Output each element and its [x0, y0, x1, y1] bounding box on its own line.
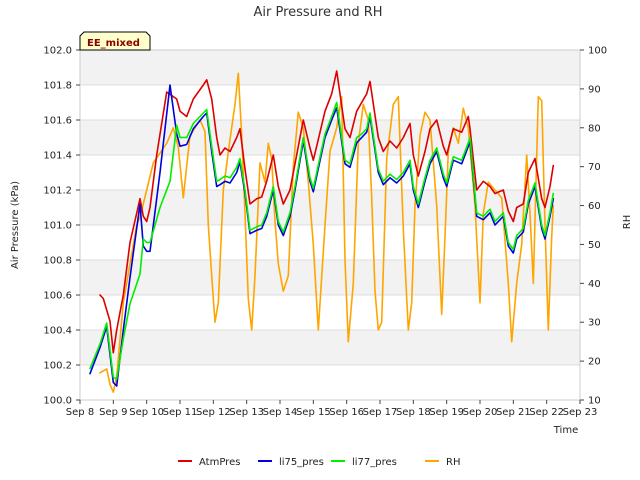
y-axis-right: 10 20 30 40 50 60 70 80 90 100: [580, 46, 607, 407]
legend: AtmPres li75_pres li77_pres RH: [178, 457, 460, 468]
y-tick-label: 101.4: [43, 151, 72, 162]
x-tick-label: Sep 9: [99, 407, 127, 418]
plot-band: [80, 330, 580, 365]
x-tick-label: Sep 21: [496, 407, 531, 418]
y-tick-label: 100.6: [43, 291, 72, 302]
y-tick-label: 101.2: [43, 186, 72, 197]
y2-tick-label: 50: [588, 240, 601, 251]
y2-axis-label: RH: [622, 215, 633, 229]
y2-tick-label: 60: [588, 201, 601, 212]
series-line-li77_pres: [89, 101, 555, 380]
y-tick-label: 102.0: [43, 46, 72, 57]
x-tick-label: Sep 17: [363, 407, 398, 418]
badge-box: [79, 31, 151, 51]
y2-tick-label: 70: [588, 162, 601, 173]
y-tick-label: 101.0: [43, 221, 72, 232]
x-axis-label: Time: [553, 425, 578, 436]
y2-tick-label: 80: [588, 123, 601, 134]
plot-band: [80, 260, 580, 295]
x-tick-label: Sep 12: [196, 407, 231, 418]
x-tick-label: Sep 14: [263, 407, 298, 418]
y2-tick-label: 40: [588, 279, 601, 290]
y2-tick-label: 20: [588, 357, 601, 368]
y-tick-label: 100.0: [43, 396, 72, 407]
y-tick-label: 100.4: [43, 326, 72, 337]
x-tick-label: Sep 18: [396, 407, 431, 418]
legend-label-li75_pres: li75_pres: [279, 457, 324, 468]
x-tick-label: Sep 15: [296, 407, 331, 418]
chart-title: Air Pressure and RH: [253, 5, 382, 20]
legend-label-atmpres: AtmPres: [199, 457, 240, 468]
badge-text: EE_mixed: [87, 38, 140, 49]
x-tick-label: Sep 16: [329, 407, 364, 418]
y-axis-label: Air Pressure (kPa): [10, 181, 21, 269]
x-tick-label: Sep 11: [163, 407, 198, 418]
x-tick-label: Sep 20: [463, 407, 498, 418]
x-tick-label: Sep 8: [66, 407, 94, 418]
y2-tick-label: 100: [588, 46, 607, 57]
y-tick-label: 100.2: [43, 361, 72, 372]
y2-tick-label: 10: [588, 396, 601, 407]
x-tick-label: Sep 19: [429, 407, 464, 418]
series-layer: [89, 70, 555, 394]
y-tick-label: 100.8: [43, 256, 72, 267]
y-axis-left: 100.0 100.2 100.4 100.6 100.8 101.0 101.2 101.4…: [43, 46, 80, 407]
y2-tick-label: 90: [588, 84, 601, 95]
y-tick-label: 101.6: [43, 116, 72, 127]
mixed-badge: EE_mixed: [79, 31, 151, 51]
legend-label-li77_pres: li77_pres: [352, 457, 397, 468]
y-tick-label: 101.8: [43, 81, 72, 92]
series-line-atmpres: [99, 70, 555, 354]
y2-tick-label: 30: [588, 318, 601, 329]
x-tick-label: Sep 13: [229, 407, 264, 418]
x-tick-label: Sep 22: [529, 407, 564, 418]
x-tick-label: Sep 23: [563, 407, 598, 418]
plot-band: [80, 50, 580, 85]
legend-label-rh: RH: [446, 457, 460, 468]
x-tick-label: Sep 10: [129, 407, 164, 418]
